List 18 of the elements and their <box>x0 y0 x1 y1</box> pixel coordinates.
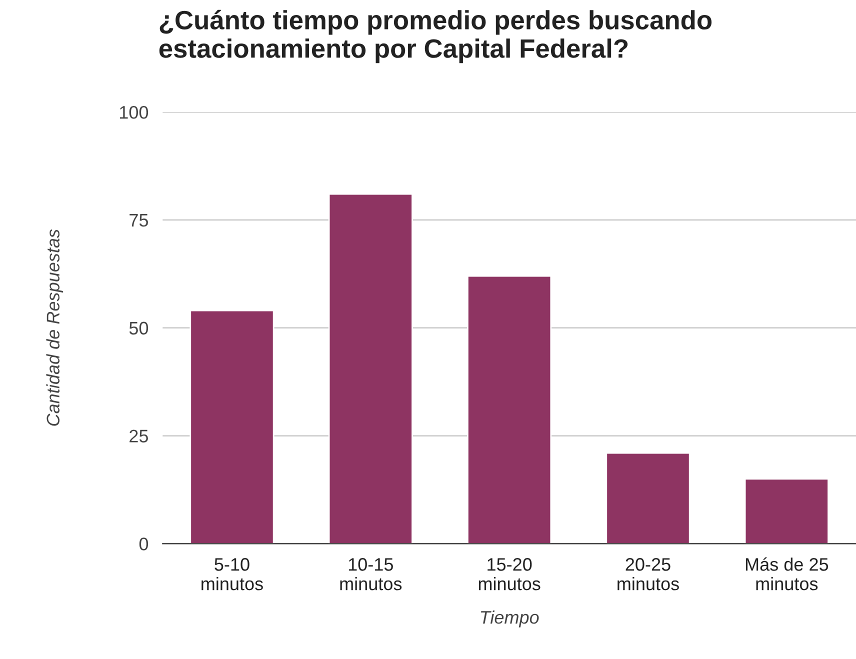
bar <box>467 275 552 544</box>
bar <box>606 452 690 544</box>
x-tick-label: 20-25 minutos <box>618 558 679 590</box>
bar <box>190 310 274 544</box>
chart-title: ¿Cuánto tiempo promedio perdes buscando estacionamiento por Capital Federal? <box>159 10 712 64</box>
x-tick-label: 15-20 minutos <box>478 558 540 590</box>
bar <box>328 193 413 544</box>
x-tick-label: 5-10 minutos <box>202 558 263 590</box>
x-tick-label: 10-15 minutos <box>340 558 402 590</box>
y-tick-label: 50 <box>129 322 148 335</box>
bar <box>744 478 829 544</box>
y-tick-label: 0 <box>139 538 148 550</box>
y-tick-label: 100 <box>120 106 148 119</box>
y-axis-title: Cantidad de Respuestas <box>46 229 64 426</box>
y-tick-label: 25 <box>130 430 148 442</box>
x-axis-title: Tiempo <box>480 610 539 628</box>
y-tick-label: 75 <box>130 214 148 227</box>
x-tick-label: Más de 25 minutos <box>746 557 828 590</box>
